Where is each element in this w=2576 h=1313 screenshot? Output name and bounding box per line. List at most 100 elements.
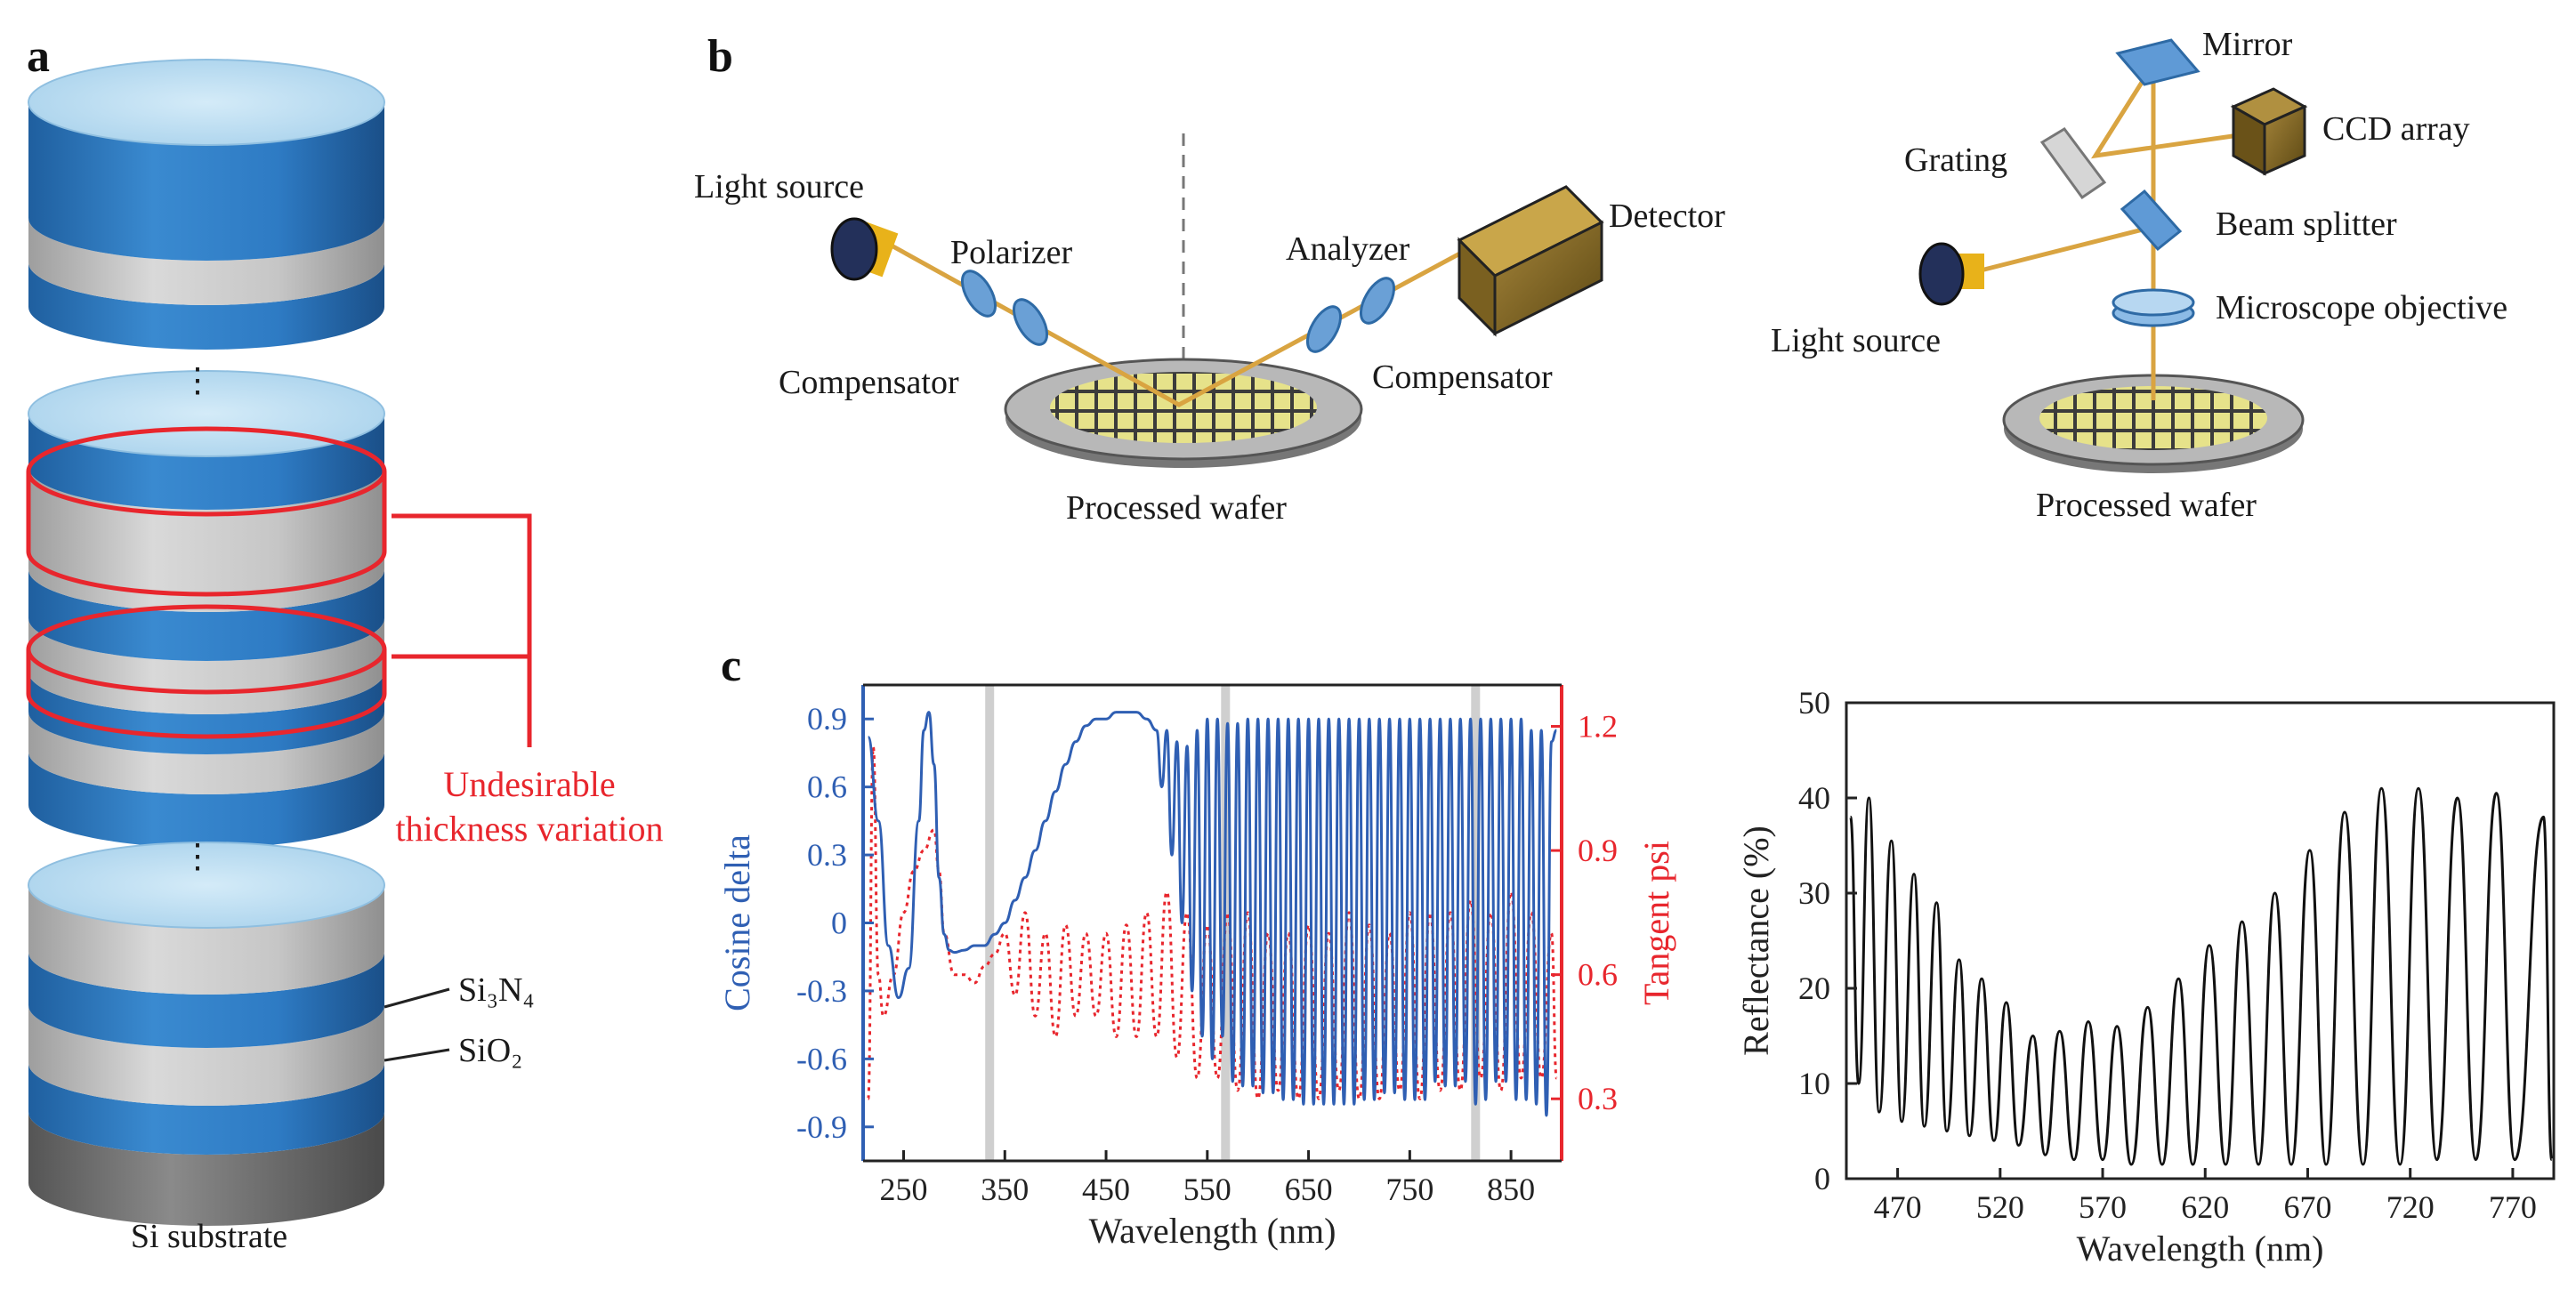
stack-layer-blue: [28, 752, 384, 848]
tick-label-x: 350: [981, 1172, 1029, 1207]
wafer-left: [1004, 358, 1363, 468]
layer-stack-bottom: [28, 842, 385, 1226]
tick-label-x: 520: [1976, 1189, 2024, 1225]
stack-layer-blue: [28, 414, 384, 510]
tick-label-x: 670: [2283, 1189, 2331, 1225]
tick-label-y: 20: [1798, 971, 1830, 1006]
beam-splitter-icon: [2120, 189, 2183, 252]
tick-label-right: 1.2: [1578, 709, 1618, 745]
ellipsis-bottom: ⋮: [181, 838, 214, 875]
microscope-objective-icon: [2112, 288, 2195, 327]
tick-label-right: 0.6: [1578, 957, 1618, 993]
leader-sio2: [384, 1048, 450, 1062]
stack-layer-blue: [28, 952, 384, 1048]
tick-label-x: 720: [2386, 1189, 2435, 1225]
highlight-band: [985, 685, 995, 1161]
stack-layer-blue: [28, 672, 384, 754]
stack-layer-dark: [28, 1112, 384, 1226]
mirror-icon: [2115, 38, 2201, 86]
tick-label-left: 0.9: [807, 701, 847, 737]
tick-label-y: 0: [1814, 1161, 1830, 1196]
tick-label-left: 0.6: [807, 769, 847, 805]
panel-letter-c: c: [721, 640, 741, 691]
label-light-source-left: Light source: [694, 168, 864, 205]
label-substrate: Si substrate: [131, 1218, 287, 1255]
tick-label-left: -0.6: [796, 1041, 847, 1076]
reflectance-chart: 0 10 20 30 40 50 470 520 570 620 670 720 770 Waveleng…: [1736, 685, 2556, 1269]
tick-label-x: 850: [1487, 1172, 1535, 1207]
tick-label-x: 450: [1082, 1172, 1130, 1207]
stack-layer-gray: [28, 618, 384, 714]
label-compensator-left: Compensator: [779, 364, 959, 401]
stack-layer-gray: [28, 885, 384, 995]
tick-label-left: 0.3: [807, 837, 847, 873]
series-cosine-delta: [867, 711, 1558, 1117]
tick-label-y: 50: [1798, 685, 1830, 721]
plot-frame: [1845, 701, 2556, 1180]
y-axis-title-left: Cosine delta: [717, 834, 757, 1011]
y-axis-title: Reflectance (%): [1736, 826, 1776, 1056]
panel-letter-b: b: [707, 31, 733, 82]
highlight-band: [1471, 685, 1481, 1161]
callout-line2: thickness variation: [395, 809, 663, 849]
tick-label-left: -0.9: [796, 1109, 847, 1145]
series-reflectance: [1849, 786, 2554, 1166]
thickness-bracket: [392, 513, 532, 747]
stack-layer-blue: [28, 1063, 384, 1155]
analyzer-icon: [1359, 277, 1396, 325]
tick-label-right: 0.3: [1578, 1081, 1618, 1116]
label-si3n4: Si₃N₄: [458, 971, 535, 1009]
tick-label-left: 0: [831, 906, 847, 941]
grating-icon: [2039, 127, 2107, 200]
y-axis-title-right: Tangent psi: [1636, 841, 1676, 1005]
polarizer-icon: [960, 270, 997, 318]
tick-label-right: 0.9: [1578, 833, 1618, 868]
red-ring-top-back: [26, 426, 387, 472]
tick-label-y: 40: [1798, 780, 1830, 816]
red-ring-bottom: [26, 693, 387, 739]
tick-label-x: 550: [1183, 1172, 1231, 1207]
beam-paths-right: [1976, 62, 2252, 400]
stack-layer-blue: [28, 569, 384, 661]
label-grating: Grating: [1904, 141, 2007, 179]
stack-layer-blue: [28, 262, 384, 350]
ellipsometry-chart: 0.9 0.6 0.3 0 -0.3 -0.6 -0.9 1.2 0.9 0.6 0.3 250 350…: [717, 683, 1676, 1251]
tick-label-x: 250: [880, 1172, 928, 1207]
tick-label-x: 750: [1385, 1172, 1433, 1207]
light-source-icon: [830, 217, 899, 281]
detector-icon: [1457, 185, 1604, 337]
tick-label-y: 10: [1798, 1066, 1830, 1101]
label-polarizer: Polarizer: [950, 234, 1073, 271]
label-light-source-right: Light source: [1771, 322, 1941, 359]
leader-si3n4: [384, 987, 450, 1009]
stack-layer-gray: [28, 218, 384, 305]
panel-letter-a: a: [27, 31, 50, 82]
label-wafer-left: Processed wafer: [1066, 489, 1287, 527]
red-ring-top-front: [26, 471, 387, 517]
stack-top-face: [28, 842, 385, 929]
compensator-right-icon: [1305, 305, 1343, 353]
stack-top-face: [28, 59, 385, 146]
tick-label-x: 570: [2079, 1189, 2127, 1225]
x-axis-title: Wavelength (nm): [1089, 1211, 1336, 1251]
ellipsis-top: ⋮: [181, 362, 214, 399]
layer-stack-middle: [26, 370, 387, 848]
red-ring-bottom: [26, 551, 387, 597]
tick-label-y: 30: [1798, 875, 1830, 911]
label-analyzer: Analyzer: [1286, 230, 1410, 268]
stack-layer-gray: [28, 1005, 384, 1106]
label-detector: Detector: [1609, 197, 1725, 235]
label-sio2: SiO₂: [458, 1032, 522, 1069]
red-ring-top-front: [26, 648, 387, 695]
stack-layer-gray: [28, 712, 384, 794]
callout-line1: Undesirable: [443, 764, 615, 804]
label-compensator-right: Compensator: [1372, 358, 1553, 396]
tick-label-x: 770: [2489, 1189, 2537, 1225]
tick-label-x: 470: [1874, 1189, 1922, 1225]
label-wafer-right: Processed wafer: [2036, 487, 2257, 524]
label-mirror: Mirror: [2202, 26, 2293, 63]
tick-label-left: -0.3: [796, 973, 847, 1009]
stack-layer-gray: [28, 467, 384, 612]
layer-stack-top: [28, 59, 385, 350]
light-source-right-icon: [1918, 242, 1984, 306]
